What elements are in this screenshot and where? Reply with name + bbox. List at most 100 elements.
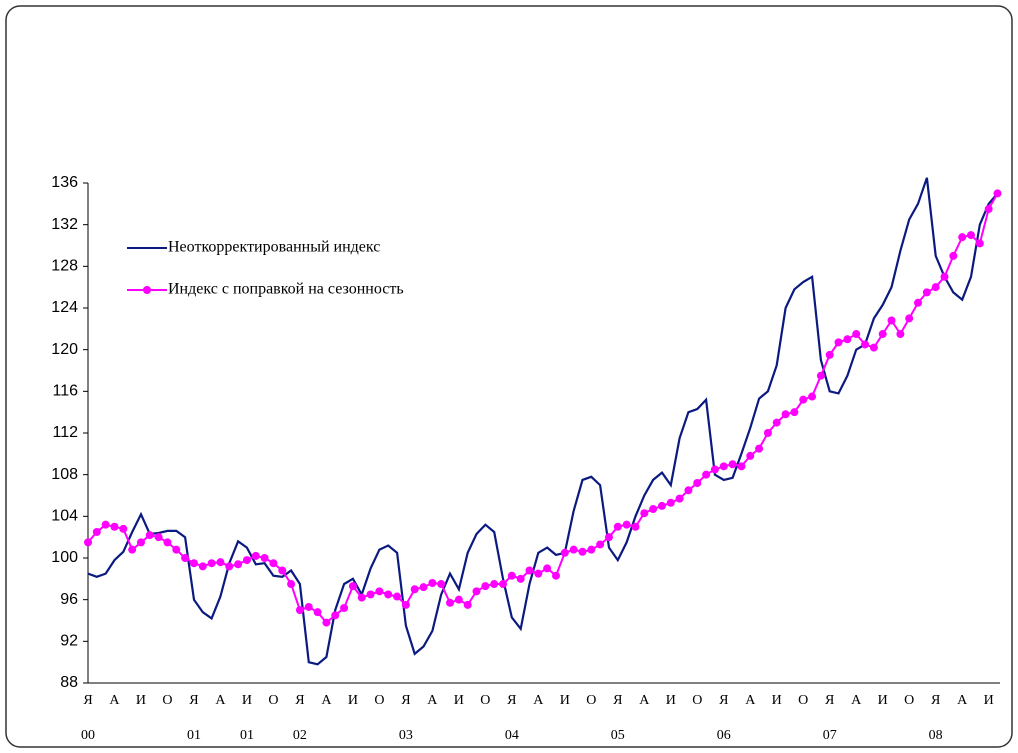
x-year-label: 07 <box>823 728 837 743</box>
series-point <box>587 545 596 554</box>
series-point <box>490 580 499 589</box>
x-year-label: 08 <box>929 728 943 743</box>
series-point <box>340 604 349 612</box>
series-point <box>684 486 693 495</box>
x-tick-label: И <box>560 693 570 708</box>
x-tick-label: А <box>639 693 650 708</box>
series-point <box>446 598 455 607</box>
x-tick-label: Я <box>295 693 304 708</box>
series-point <box>181 554 190 562</box>
series-point <box>401 600 410 609</box>
series-point <box>657 501 666 510</box>
x-year-label: 01 <box>240 728 254 743</box>
x-tick-label: Я <box>401 693 410 708</box>
series-point <box>622 520 631 529</box>
y-tick-label: 100 <box>51 549 78 566</box>
series-point <box>242 556 251 565</box>
x-tick-label: О <box>586 693 596 708</box>
series-point <box>154 533 163 542</box>
series-point <box>269 559 278 568</box>
series-point <box>110 522 119 531</box>
series-point <box>763 429 772 437</box>
series-point <box>852 330 861 339</box>
series-point <box>905 314 914 323</box>
series-point <box>693 479 702 487</box>
y-tick-label: 104 <box>51 508 78 525</box>
series-point <box>569 545 578 554</box>
x-tick-label: А <box>215 693 226 708</box>
x-tick-label: Я <box>719 693 728 708</box>
y-tick-label: 108 <box>51 466 78 483</box>
x-tick-label: Я <box>189 693 198 708</box>
y-tick-label: 132 <box>51 216 78 233</box>
series-point <box>843 335 852 344</box>
series-point <box>92 527 101 536</box>
series-point <box>666 498 675 507</box>
series-point <box>755 444 764 453</box>
series-point <box>163 538 172 547</box>
x-tick-label: И <box>984 693 994 708</box>
series-point <box>596 540 605 549</box>
x-year-label: 05 <box>611 728 625 743</box>
series-point <box>481 582 490 591</box>
series-point <box>525 566 534 575</box>
x-tick-label: Я <box>931 693 940 708</box>
y-tick-label: 128 <box>51 258 78 275</box>
x-tick-label: И <box>242 693 252 708</box>
series-point <box>384 590 393 599</box>
series-point <box>198 562 207 571</box>
series-point <box>428 579 437 587</box>
series-point <box>278 566 287 575</box>
y-tick-label: 120 <box>51 341 78 358</box>
series-point <box>719 462 728 471</box>
x-year-label: 01 <box>187 728 201 743</box>
series-point <box>304 602 313 611</box>
x-tick-label: И <box>772 693 782 708</box>
series-point <box>560 548 569 557</box>
series-point <box>172 545 181 554</box>
series-point <box>984 205 993 214</box>
y-tick-label: 112 <box>52 424 78 441</box>
series-point <box>737 462 746 471</box>
x-tick-label: А <box>533 693 544 708</box>
x-year-label: 04 <box>505 728 519 743</box>
series-point <box>366 590 375 599</box>
series-point <box>357 593 366 602</box>
series-point <box>604 533 613 542</box>
series-point <box>799 395 808 404</box>
x-tick-label: О <box>798 693 808 708</box>
x-tick-label: А <box>851 693 862 708</box>
series-point <box>216 558 225 567</box>
series-point <box>631 522 640 531</box>
series-point <box>887 316 896 325</box>
series-point <box>313 608 322 617</box>
y-tick-label: 92 <box>60 633 78 650</box>
series-point <box>348 582 357 591</box>
series-point <box>710 465 719 474</box>
x-tick-label: А <box>109 693 120 708</box>
series-point <box>119 524 128 533</box>
series-point <box>225 562 234 571</box>
series-point <box>507 571 516 580</box>
legend-marker <box>143 286 151 294</box>
series-point <box>896 330 905 339</box>
series-point <box>781 410 790 419</box>
series-point <box>949 251 958 260</box>
series-point <box>728 460 737 469</box>
series-point <box>958 233 967 242</box>
series-point <box>746 451 755 460</box>
series-point <box>375 587 384 596</box>
x-tick-label: О <box>692 693 702 708</box>
series-point <box>145 531 154 540</box>
series-point <box>393 592 402 601</box>
series-point <box>878 330 887 339</box>
series-point <box>84 538 92 547</box>
series-point <box>287 580 296 589</box>
y-tick-label: 96 <box>60 591 78 608</box>
series-point <box>808 392 817 401</box>
series-point <box>516 574 525 583</box>
x-tick-label: О <box>480 693 490 708</box>
series-point <box>534 569 543 578</box>
x-tick-label: Я <box>613 693 622 708</box>
series-point <box>993 189 1002 198</box>
